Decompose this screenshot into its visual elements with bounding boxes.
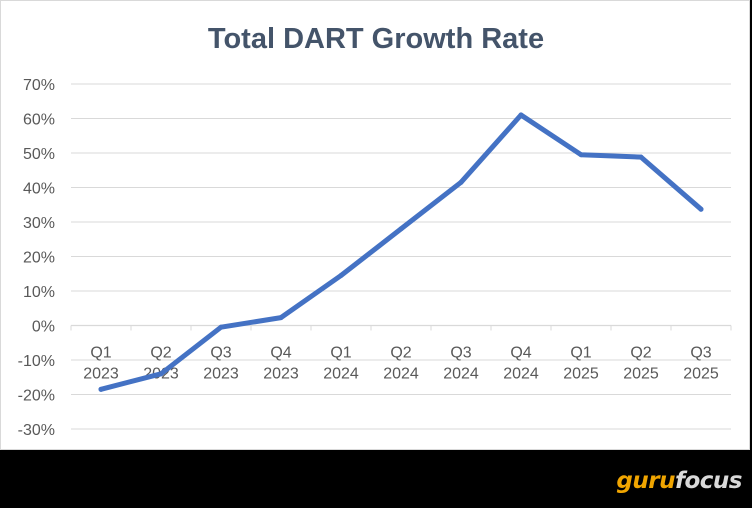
y-tick-label: -10% [18,353,55,370]
logo-focus-text: focus [674,468,743,494]
x-tick-label: Q3 2024 [443,345,479,383]
gurufocus-logo: gurufocus [616,468,742,494]
y-tick-label: 70% [23,77,55,94]
y-tick-label: 40% [23,181,55,198]
chart-frame: Total DART Growth Rate 70% 60% 50% 40% 30% 20… [0,0,750,450]
data-point [518,112,524,118]
y-tick-label: -30% [18,422,55,439]
x-axis-ticks: Q12023Q22023Q32023Q42023Q12024Q22024Q320… [70,325,732,383]
x-tick-label: Q1 2024 [323,345,359,383]
data-point [398,226,404,232]
data-point [158,371,164,377]
x-tick-label: Q2 2025 [623,345,659,383]
footer-band [0,452,752,508]
x-tick-label: Q4 2024 [503,345,539,383]
data-point [698,206,704,212]
y-tick-label: 60% [23,112,55,129]
y-tick-label: 50% [23,146,55,163]
x-tick-label: Q1 2025 [563,345,599,383]
line-chart: Total DART Growth Rate 70% 60% 50% 40% 30% 20… [18,23,732,439]
series-layer [98,112,704,392]
y-tick-label: 10% [23,284,55,301]
x-tick-label: Q3 2023 [203,345,239,383]
x-tick-label: Q2 2024 [383,345,419,383]
logo-guru-text: guru [616,468,675,494]
data-point [338,272,344,278]
data-point [98,386,104,392]
y-tick-label: 30% [23,215,55,232]
data-point [638,154,644,160]
gridlines [71,83,731,430]
data-point [578,152,584,158]
y-tick-label: -20% [18,388,55,405]
data-point [458,179,464,185]
y-axis-ticks: 70% 60% 50% 40% 30% 20% 10% 0% -10% -20% -30% [18,77,55,439]
y-tick-label: 20% [23,250,55,267]
x-tick-label: Q4 2023 [263,345,299,383]
data-point [278,315,284,321]
chart-title: Total DART Growth Rate [208,23,544,55]
x-tick-label: Q3 2025 [683,345,719,383]
x-tick-label: Q1 2023 [83,345,119,383]
y-tick-label: 0% [32,319,55,336]
data-point [218,324,224,330]
